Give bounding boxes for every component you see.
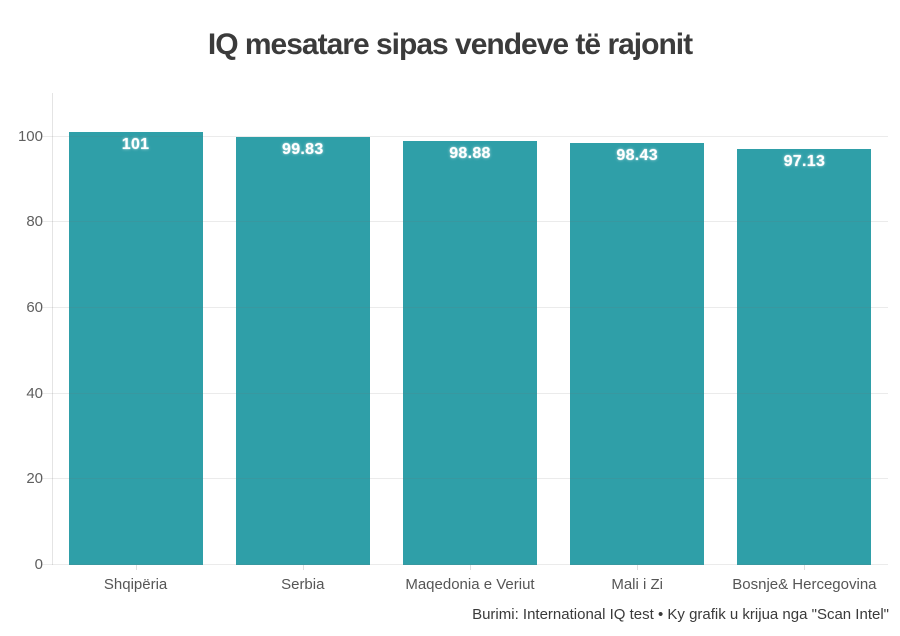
y-gridline bbox=[42, 478, 888, 480]
bar-slot: 98.43 Mali i Zi bbox=[554, 93, 721, 593]
bar: 101 bbox=[68, 132, 203, 565]
bar-slot: 99.83 Serbia bbox=[219, 93, 386, 593]
bar-slot: 98.88 Maqedonia e Veriut bbox=[386, 93, 553, 593]
x-axis-tick bbox=[135, 565, 137, 570]
bar-slot: 97.13 Bosnje& Hercegovina bbox=[721, 93, 888, 593]
x-axis-label: Shqipëria bbox=[103, 576, 168, 593]
bar: 99.83 bbox=[235, 137, 370, 565]
y-tick-label: 0 bbox=[34, 556, 43, 573]
y-gridline bbox=[42, 307, 888, 309]
bar: 97.13 bbox=[737, 148, 872, 565]
y-tick-label: 60 bbox=[26, 299, 43, 317]
y-gridline bbox=[42, 135, 888, 137]
x-axis-tick bbox=[469, 565, 471, 570]
y-gridline bbox=[42, 221, 888, 223]
bar-value-label: 98.43 bbox=[616, 147, 658, 165]
bar-value-label: 98.88 bbox=[449, 145, 491, 163]
x-axis-tick bbox=[804, 565, 806, 570]
x-axis-tick bbox=[637, 565, 639, 570]
chart-title: IQ mesatare sipas vendeve të rajonit bbox=[207, 28, 693, 61]
bar-value-label: 97.13 bbox=[783, 152, 826, 170]
bar-slot: 101 Shqipëria bbox=[52, 93, 219, 593]
y-tick-label: 40 bbox=[26, 384, 43, 402]
y-gridline bbox=[42, 392, 888, 394]
x-axis-label: Mali i Zi bbox=[611, 576, 664, 593]
source-caption: Burimi: International IQ test • Ky grafi… bbox=[472, 606, 889, 623]
y-axis-line bbox=[52, 93, 53, 565]
y-tick-label: 100 bbox=[17, 127, 43, 145]
x-axis-tick bbox=[302, 565, 304, 570]
plot-area: 0 20 40 60 80 100 101 Shqipëria 99.83 Serbia 98.88… bbox=[18, 93, 888, 593]
bar: 98.88 bbox=[402, 141, 537, 565]
y-tick-label: 80 bbox=[26, 213, 43, 231]
x-axis-label: Serbia bbox=[281, 576, 325, 593]
y-gridline bbox=[42, 564, 888, 565]
bar-value-label: 99.83 bbox=[282, 141, 324, 159]
bar-value-label: 101 bbox=[121, 136, 150, 154]
x-axis-label: Maqedonia e Veriut bbox=[405, 576, 535, 593]
x-axis-label: Bosnje& Hercegovina bbox=[732, 576, 877, 593]
y-tick-label: 20 bbox=[26, 470, 43, 488]
bar: 98.43 bbox=[570, 143, 705, 565]
